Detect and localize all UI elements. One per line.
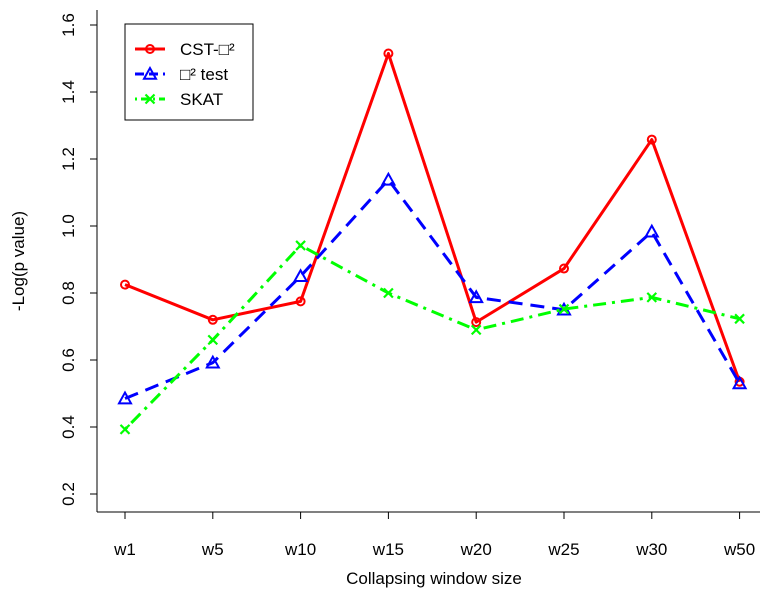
series-2 <box>117 171 748 405</box>
x-tick-label: w25 <box>547 540 579 559</box>
data-point <box>295 296 306 307</box>
data-point <box>468 289 484 304</box>
x-tick-label: w5 <box>201 540 224 559</box>
x-tick-label: w10 <box>284 540 316 559</box>
data-point <box>646 134 657 145</box>
x-axis-label: Collapsing window size <box>346 569 522 588</box>
legend: CST-□² □² test SKAT <box>124 23 254 121</box>
y-tick-label: 1.6 <box>59 13 78 37</box>
legend-label: □² test <box>180 65 228 84</box>
y-tick-label: 0.8 <box>59 281 78 305</box>
y-tick-label: 1.4 <box>59 80 78 104</box>
data-point <box>383 48 394 59</box>
legend-marker <box>145 44 155 54</box>
data-point <box>380 171 397 186</box>
y-tick-label: 0.2 <box>59 482 78 506</box>
series-line <box>124 178 741 400</box>
legend-label: CST-□² <box>180 40 235 59</box>
legend-marker <box>142 65 158 80</box>
y-tick-label: 0.6 <box>59 348 78 372</box>
data-point <box>205 354 221 369</box>
data-point <box>644 223 660 238</box>
series-line <box>124 51 742 383</box>
series-1 <box>120 48 745 387</box>
y-axis-label: -Log(p value) <box>9 211 28 311</box>
data-point <box>559 263 569 274</box>
data-point <box>120 279 130 290</box>
y-tick-label: 1.0 <box>59 214 78 238</box>
plot-area <box>117 48 748 435</box>
x-axis: w1 w5 w10 w15 w20 w25 w30 w50 <box>113 512 755 559</box>
x-tick-label: w50 <box>723 540 755 559</box>
legend-item: □² test <box>135 65 228 84</box>
data-point <box>117 390 133 405</box>
data-point <box>646 292 658 303</box>
legend-label: SKAT <box>180 90 223 109</box>
legend-marker <box>144 93 156 105</box>
y-tick-label: 0.4 <box>59 415 78 439</box>
series-3 <box>119 240 745 435</box>
data-point <box>207 334 219 346</box>
data-point <box>470 324 482 336</box>
x-tick-label: w30 <box>635 540 667 559</box>
y-tick-label: 1.2 <box>59 147 78 171</box>
legend-item: SKAT <box>135 90 223 109</box>
data-point <box>383 287 394 299</box>
x-tick-label: w20 <box>460 540 492 559</box>
data-point <box>292 268 309 283</box>
data-point <box>731 375 748 390</box>
series-line <box>123 243 740 431</box>
data-point <box>558 303 570 315</box>
data-point <box>295 240 306 251</box>
x-tick-label: w15 <box>372 540 404 559</box>
x-tick-label: w1 <box>113 540 136 559</box>
data-point <box>471 317 482 328</box>
data-point <box>207 314 218 325</box>
legend-item: CST-□² <box>135 40 235 59</box>
y-axis: 0.2 0.4 0.6 0.8 1.0 1.2 1.4 1.6 <box>59 13 97 506</box>
data-point <box>119 424 131 435</box>
data-point <box>734 313 745 325</box>
axis-frame <box>96 10 760 513</box>
